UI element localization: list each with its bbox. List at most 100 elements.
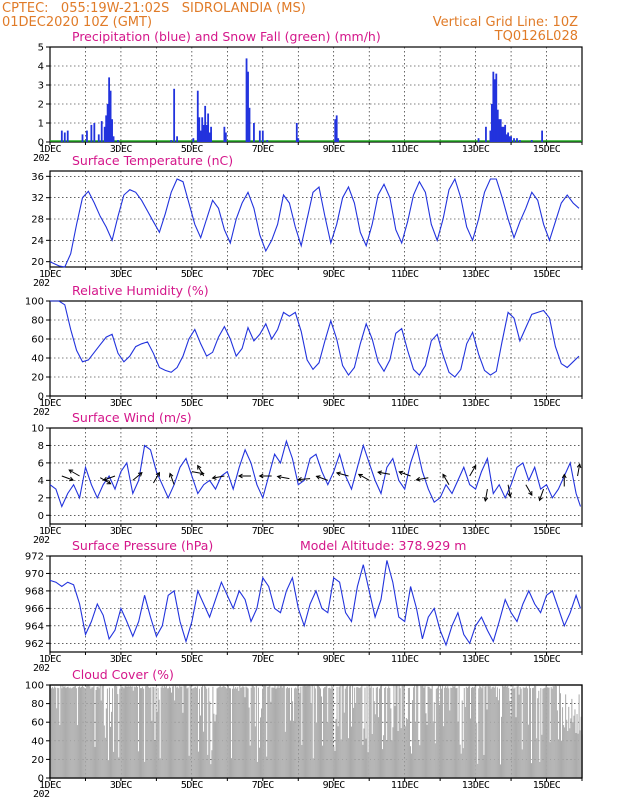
cloud-bar xyxy=(269,685,271,778)
cloud-bar xyxy=(433,702,435,778)
cloud-bar xyxy=(402,685,404,778)
cloud-bar xyxy=(454,685,456,778)
cloud-bar xyxy=(474,686,476,778)
cloud-bar xyxy=(165,685,167,778)
cloud-bar xyxy=(263,686,265,778)
precip-bar xyxy=(505,134,508,142)
cloud-bar xyxy=(578,694,580,778)
wind-xtick-label: 11DEC xyxy=(391,526,419,537)
cloud-bar xyxy=(249,745,251,778)
cloud-bar xyxy=(558,685,560,778)
cloud-bar xyxy=(167,688,169,778)
temp-xtick-label: 5DEC xyxy=(181,269,204,280)
cloud-bar xyxy=(348,686,350,778)
cloud-bar xyxy=(149,688,151,778)
cloud-bar xyxy=(94,746,96,778)
wind-ytick-label: 10 xyxy=(31,424,44,435)
cloud-bar xyxy=(298,687,300,778)
cloud-bar xyxy=(487,685,489,778)
cloud-bar xyxy=(422,685,424,778)
wind-arrow xyxy=(298,478,311,481)
cloud-bar xyxy=(521,749,523,778)
cloud-bar xyxy=(220,687,222,778)
cloud-bar xyxy=(535,685,537,778)
rh-line xyxy=(50,300,580,378)
cloud-bar xyxy=(556,710,558,778)
cloud-bar xyxy=(100,700,102,778)
cloud-bar xyxy=(276,687,278,778)
cloud-bar xyxy=(473,687,475,778)
cloud-bar xyxy=(306,685,308,778)
cloud-bar xyxy=(528,685,530,778)
cloud-bar xyxy=(344,688,346,778)
cloud-bar xyxy=(417,685,419,778)
precip-bar xyxy=(253,123,255,142)
cloud-bar xyxy=(63,687,65,778)
cloud-bar xyxy=(92,687,94,778)
wind-xtick-label: 15DEC xyxy=(533,526,561,537)
cloud-bar xyxy=(557,739,559,778)
cloud-bar xyxy=(333,746,335,778)
temp-ytick-label: 24 xyxy=(31,236,44,247)
cloud-bar xyxy=(450,687,452,778)
cloud-bar xyxy=(74,685,76,778)
cloud-bar xyxy=(510,715,512,778)
precip-bar xyxy=(105,115,108,142)
cloud-bar xyxy=(295,687,297,778)
precip-bar xyxy=(530,140,533,142)
wind-arrow-head xyxy=(276,474,282,480)
cloud-bar xyxy=(172,686,174,778)
cloud-bar xyxy=(463,688,465,778)
cloud-bar xyxy=(60,685,62,778)
precip-panel: 0 1 2 3 4 5 1DEC 3DEC 5DEC 7DEC 9DEC 11DEC 13DEC 15DE… xyxy=(33,29,583,164)
cloud-bar xyxy=(103,725,105,778)
wind-xtick-label: 5DEC xyxy=(181,526,204,537)
cloud-bar xyxy=(309,686,311,778)
precip-bar xyxy=(519,140,521,142)
cloud-bar xyxy=(182,712,184,778)
cloud-bar xyxy=(111,711,113,778)
cloud-bar xyxy=(457,721,459,778)
precip-bar xyxy=(485,126,487,142)
cloud-bar xyxy=(79,687,81,778)
cloud-bar xyxy=(540,688,542,778)
cloud-bar xyxy=(471,687,473,778)
cloud-bar xyxy=(126,687,128,778)
cloud-bar xyxy=(190,686,192,778)
precip-bar xyxy=(490,104,493,142)
pres-frame xyxy=(49,555,583,653)
precip-frame xyxy=(49,46,583,143)
cloud-bar xyxy=(84,687,86,778)
cloud-bar xyxy=(498,688,500,778)
header-line1-left: CPTEC: 055:19W-21:02S SIDROLANDIA (MS) xyxy=(2,1,306,16)
precip-bar xyxy=(111,119,113,142)
wind-panel: 0 2 4 6 8 10 1DEC 3DEC 5DEC 7DEC 9DEC 11DEC 13DEC 15D… xyxy=(31,410,583,546)
cloud-bar xyxy=(412,700,414,778)
precip-bar xyxy=(477,138,480,142)
cloud-bar xyxy=(331,685,333,778)
cloud-bar xyxy=(352,685,354,778)
wind-arrow-head xyxy=(415,476,421,482)
pres-xtick-label: 3DEC xyxy=(110,654,133,665)
cloud-bar xyxy=(199,715,201,778)
cloud-bar xyxy=(363,728,365,778)
cloud-bar xyxy=(438,704,440,778)
cloud-bar xyxy=(416,685,418,778)
precip-bar xyxy=(247,71,249,142)
pres-line xyxy=(49,560,582,647)
cloud-bar xyxy=(135,685,137,778)
cloud-bar xyxy=(395,685,397,778)
cloud-bar xyxy=(259,717,261,778)
cloud-bar xyxy=(516,686,518,778)
cloud-bar xyxy=(234,688,236,778)
precip-bar xyxy=(97,134,100,142)
cloud-bar xyxy=(477,763,479,778)
wind-arrow-head xyxy=(315,475,321,480)
precip-bar xyxy=(510,136,512,142)
precip-ytick-label: 1 xyxy=(38,119,44,130)
cloud-bar xyxy=(569,728,571,778)
cloud-bar xyxy=(325,686,327,778)
cloud-bar xyxy=(476,722,478,778)
cloud-bar xyxy=(219,685,221,778)
precip-bar xyxy=(173,88,176,142)
